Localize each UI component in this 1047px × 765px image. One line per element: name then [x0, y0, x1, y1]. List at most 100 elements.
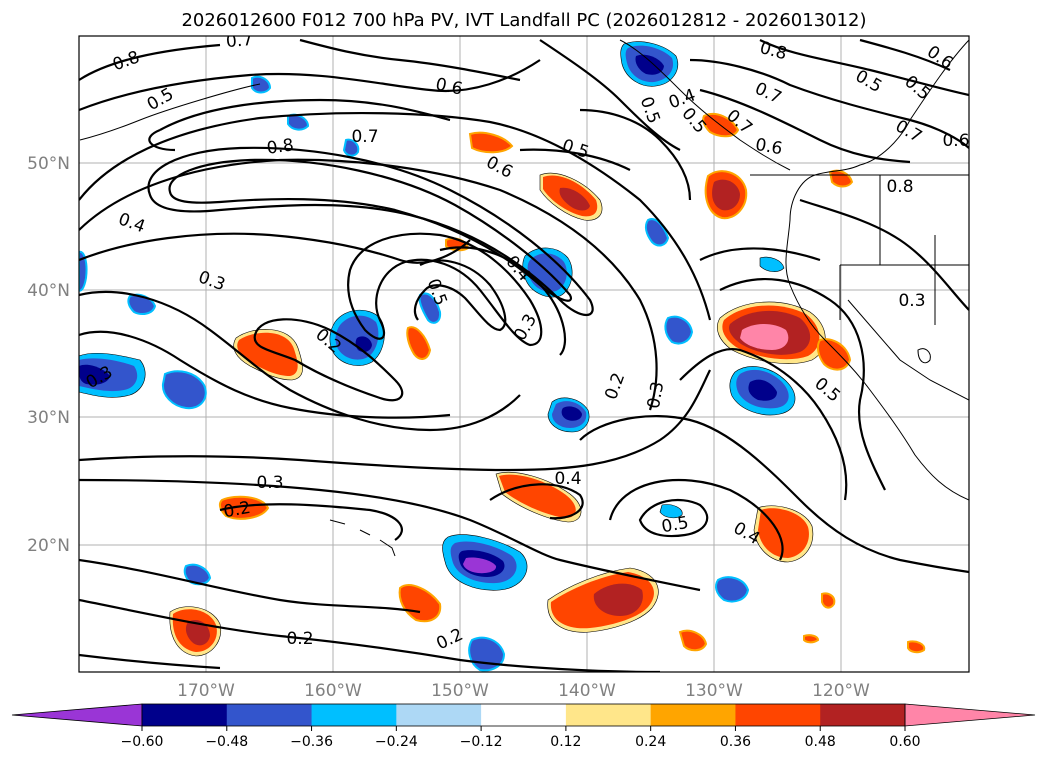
- contour-line: [579, 414, 969, 574]
- colorbar-segment: [396, 704, 482, 726]
- colorbar-segment: [142, 704, 228, 726]
- colorbar-segment: [481, 704, 567, 726]
- contour-line: [719, 278, 886, 491]
- pos-blob-small-3: [468, 131, 514, 154]
- contour-line: [168, 158, 573, 302]
- contour-line: [539, 39, 681, 151]
- neg-blob-small-5: [664, 315, 694, 345]
- colorbar-tick-label: 0.60: [889, 734, 920, 750]
- contour-line: [79, 158, 658, 411]
- contour-line: [347, 232, 543, 347]
- colorbar-segment: [311, 704, 397, 726]
- contour-label: 0.8: [886, 177, 913, 197]
- pv-contours: [79, 38, 969, 672]
- map-frame: [78, 35, 970, 673]
- lon-labels: 170°W 160°W 150°W 140°W 130°W 120°W: [177, 681, 870, 701]
- colorbar-segment: [650, 704, 736, 726]
- contour-line: [519, 148, 631, 171]
- neg-blob-small-13: [659, 504, 683, 519]
- contour-label: 0.3: [898, 291, 925, 311]
- neg-blob-small-4: [418, 292, 442, 324]
- lon-label-170w: 170°W: [177, 681, 235, 701]
- lat-labels: 50°N 40°N 30°N 20°N: [27, 154, 70, 556]
- pos-blob-small-11: [803, 634, 820, 644]
- pos-blob-small-4: [406, 326, 432, 360]
- lon-label-160w: 160°W: [304, 681, 362, 701]
- colorbar-segment: [735, 704, 821, 726]
- contour-line: [79, 330, 451, 419]
- lon-label-150w: 150°W: [431, 681, 489, 701]
- colorbar-tick-label: 0.24: [635, 734, 666, 750]
- lat-label-30n: 30°N: [27, 408, 70, 428]
- contour-line: [699, 88, 911, 164]
- contour-line: [79, 290, 521, 432]
- aleutian-chain: [79, 83, 261, 141]
- contour-line: [413, 259, 507, 332]
- contour-line: [299, 38, 521, 82]
- neg-blob-small-12: [342, 138, 360, 157]
- colorbar-tick-label: 0.36: [720, 734, 751, 750]
- lon-label-120w: 120°W: [812, 681, 870, 701]
- pos-blob-bc: [704, 170, 748, 220]
- contour-line: [159, 98, 451, 131]
- colorbar-tick-label: −0.60: [121, 734, 164, 750]
- state-border-d: [847, 299, 969, 401]
- contour-line: [79, 369, 711, 472]
- contour-label: 0.4: [554, 469, 581, 489]
- contour-line: [699, 247, 821, 262]
- colorbar-tick-label: −0.24: [375, 734, 418, 750]
- contour-line: [859, 38, 951, 71]
- pos-blob-subtropical-2: [547, 567, 659, 633]
- colorbar-extend-low: [11, 703, 143, 727]
- contour-label: 0.6: [942, 131, 969, 151]
- map-content: 0.8 0.5 0.7 0.6 0.8 0.7 0.5 0.6 0.4 0.3 …: [79, 30, 969, 672]
- contour-line: [759, 39, 969, 97]
- contour-label: 0.6: [754, 135, 784, 159]
- contour-line: [489, 483, 584, 520]
- colorbar-ticks: −0.60 −0.48 −0.36 −0.24 −0.12 0.12 0.24 0.36 0.4…: [121, 726, 921, 750]
- neg-blob-small-7: [715, 576, 750, 603]
- pos-blob-california: [717, 301, 826, 364]
- contour-line: [689, 58, 969, 149]
- lon-label-140w: 140°W: [558, 681, 616, 701]
- neg-blob-hawaii-north: [442, 534, 528, 591]
- pos-blob-subtropical-1: [495, 471, 582, 523]
- colorbar-segment: [226, 704, 313, 726]
- neg-blob-small-10: [251, 75, 272, 94]
- contour-line: [608, 478, 784, 561]
- neg-blob-baja: [729, 366, 796, 416]
- contour-line: [79, 558, 421, 614]
- colorbar-tick-label: −0.12: [460, 734, 503, 750]
- coastlines: [79, 39, 969, 557]
- lat-label-50n: 50°N: [27, 154, 70, 174]
- neg-blob-small-1: [161, 370, 207, 410]
- neg-blob-small-14: [759, 256, 785, 272]
- contour-line: [148, 128, 176, 152]
- contour-label: 0.7: [225, 30, 254, 52]
- pos-blob-small-9: [821, 592, 836, 609]
- contour-line: [79, 653, 221, 670]
- contour-label: 0.3: [644, 380, 668, 410]
- colorbar-segment: [820, 704, 906, 726]
- contour-label: 0.2: [222, 498, 252, 522]
- contour-line: [79, 59, 541, 112]
- colorbar-border: [141, 703, 906, 727]
- pos-blob-small-8: [678, 629, 708, 652]
- contour-line: [579, 108, 692, 201]
- contour-label: 0.7: [351, 127, 378, 147]
- contour-line: [79, 43, 221, 81]
- pos-blob-socal: [816, 338, 852, 371]
- contour-line: [439, 246, 567, 356]
- contour-label: 0.2: [286, 629, 313, 649]
- plot-title: 2026012600 F012 700 hPa PV, IVT Landfall…: [181, 10, 866, 31]
- contour-label: 0.3: [256, 473, 283, 493]
- hawaii-islands: [329, 519, 396, 557]
- lake-salton: [917, 348, 931, 364]
- contour-line: [799, 198, 969, 311]
- pos-blob-small-1: [398, 584, 442, 623]
- contour-label: 0.5: [660, 513, 690, 537]
- neg-blob-alaska: [620, 41, 678, 87]
- contour-label: 0.8: [266, 135, 296, 159]
- pos-blob-west-central: [233, 329, 303, 381]
